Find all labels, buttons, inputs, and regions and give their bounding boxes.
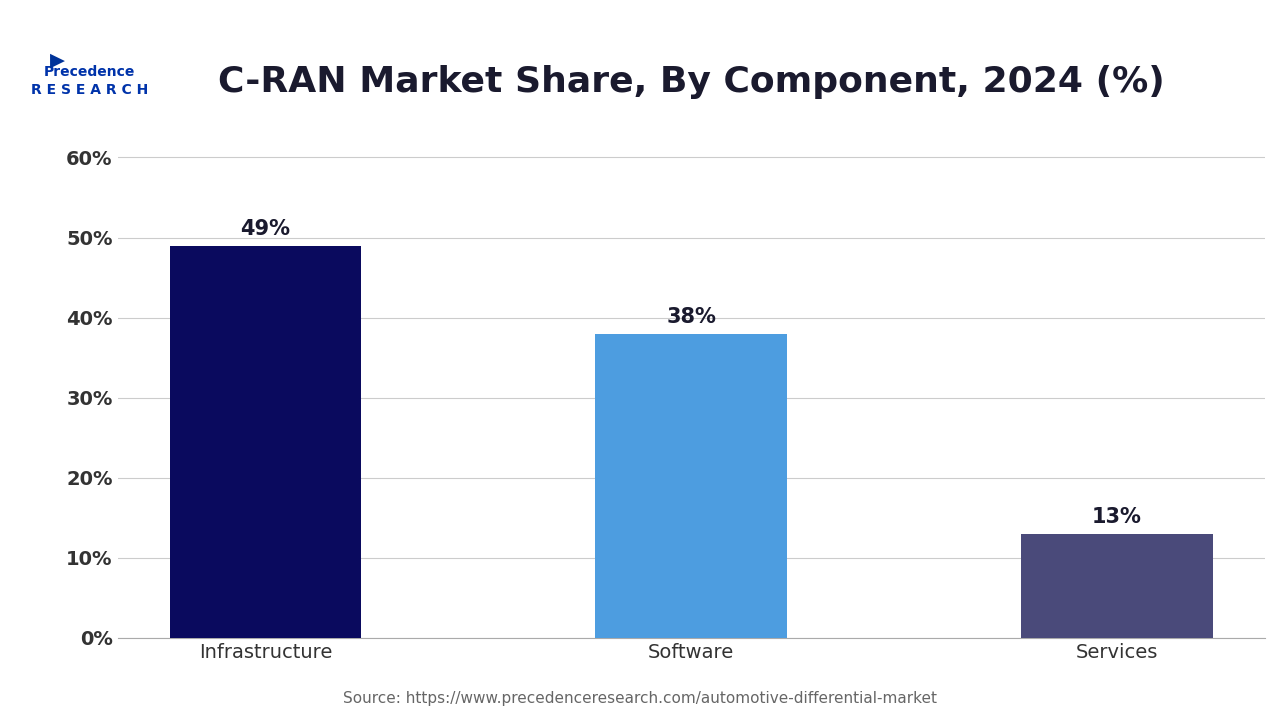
Text: Precedence
R E S E A R C H: Precedence R E S E A R C H (31, 65, 148, 97)
Text: 13%: 13% (1092, 508, 1142, 528)
Bar (170, 246, 361, 638)
Title: C-RAN Market Share, By Component, 2024 (%): C-RAN Market Share, By Component, 2024 (… (218, 66, 1165, 99)
Text: 49%: 49% (241, 219, 291, 239)
Bar (1021, 534, 1213, 638)
Text: ▶: ▶ (50, 50, 65, 69)
Text: Source: https://www.precedenceresearch.com/automotive-differential-market: Source: https://www.precedenceresearch.c… (343, 690, 937, 706)
Bar (595, 333, 787, 638)
Text: 38%: 38% (667, 307, 717, 327)
